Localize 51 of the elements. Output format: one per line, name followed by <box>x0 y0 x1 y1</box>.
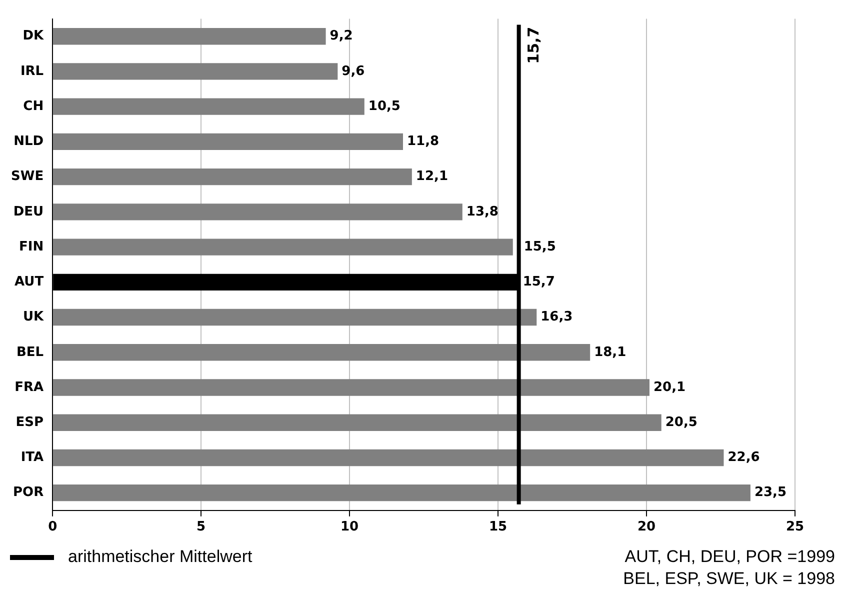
y-tick-label: ITA <box>20 450 44 466</box>
x-tick-label: 25 <box>786 520 804 535</box>
y-tick-label: FIN <box>18 239 44 254</box>
data-label: 13,8 <box>466 204 498 220</box>
data-label: 9,6 <box>342 64 365 79</box>
y-tick-label: FRA <box>14 380 44 395</box>
y-tick-label: ESP <box>16 414 44 430</box>
x-tick-label: 5 <box>196 520 206 535</box>
y-tick-label: POR <box>12 485 44 500</box>
ref-line-label: 15,7 <box>524 26 543 64</box>
data-label: 22,6 <box>728 450 760 466</box>
bar <box>53 379 650 396</box>
text: AUT, CH, DEU, POR =1999 <box>624 546 835 568</box>
data-label: 23,5 <box>754 485 787 500</box>
bar <box>53 449 724 466</box>
bar <box>53 484 750 502</box>
bar <box>53 133 404 150</box>
bar <box>53 63 338 80</box>
y-tick-label: BEL <box>16 344 44 360</box>
bar <box>53 238 513 256</box>
data-label: 10,5 <box>368 98 400 114</box>
y-tick-label: AUT <box>14 274 44 290</box>
x-tick-label: 10 <box>340 520 359 535</box>
bar <box>53 98 364 115</box>
bar <box>53 204 462 220</box>
data-label: 15,7 <box>522 274 555 290</box>
data-label: 20,1 <box>653 380 686 395</box>
data-label: 18,1 <box>594 344 626 360</box>
data-label: 20,5 <box>665 414 698 430</box>
y-tick-label: UK <box>22 310 44 325</box>
x-tick-label: 15 <box>488 520 508 535</box>
bar <box>53 414 662 431</box>
y-tick-label: DK <box>22 28 44 44</box>
bar <box>53 308 537 326</box>
data-label: 15,5 <box>524 239 556 254</box>
y-tick-label: DEU <box>13 204 44 220</box>
data-label: 11,8 <box>407 134 440 150</box>
bar <box>53 168 412 186</box>
data-label: 16,3 <box>540 310 573 325</box>
data-label: 9,2 <box>330 28 353 44</box>
x-tick-label: 20 <box>637 520 656 535</box>
y-tick-label: SWE <box>10 169 44 184</box>
y-tick-label: IRL <box>20 64 44 79</box>
y-tick-label: NLD <box>14 134 44 150</box>
bar <box>53 344 590 361</box>
text: BEL, ESP, SWE, UK = 1998 <box>623 568 835 590</box>
bar <box>53 28 326 45</box>
data-label: 12,1 <box>416 169 448 184</box>
x-tick-label: 0 <box>48 520 58 535</box>
y-tick-label: CH <box>23 98 44 114</box>
text: arithmetischer Mittelwert <box>68 547 252 567</box>
